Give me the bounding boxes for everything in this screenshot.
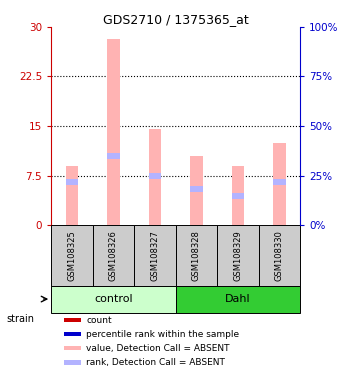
Text: count: count — [86, 316, 112, 325]
Text: GSM108325: GSM108325 — [68, 230, 76, 281]
Bar — [51, 225, 93, 286]
Bar — [232, 166, 244, 225]
Bar — [66, 166, 78, 225]
Bar — [149, 173, 161, 179]
Bar — [273, 142, 285, 225]
Bar — [63, 346, 81, 351]
Bar — [63, 360, 81, 364]
Bar — [190, 186, 203, 192]
Text: value, Detection Call = ABSENT: value, Detection Call = ABSENT — [86, 344, 229, 353]
Text: GSM108327: GSM108327 — [150, 230, 159, 281]
Text: GSM108326: GSM108326 — [109, 230, 118, 281]
Text: GSM108330: GSM108330 — [275, 230, 284, 281]
Bar — [134, 225, 176, 286]
Bar — [93, 225, 134, 286]
Text: percentile rank within the sample: percentile rank within the sample — [86, 330, 239, 339]
Text: strain: strain — [7, 314, 35, 324]
Bar — [107, 153, 120, 159]
Bar — [66, 179, 78, 185]
Text: Dahl: Dahl — [225, 294, 251, 304]
Bar — [217, 225, 258, 286]
Bar — [190, 156, 203, 225]
Bar — [63, 332, 81, 336]
Bar — [63, 318, 81, 323]
Text: control: control — [94, 294, 133, 304]
Bar — [273, 179, 285, 185]
Text: rank, Detection Call = ABSENT: rank, Detection Call = ABSENT — [86, 358, 225, 367]
Bar — [176, 286, 300, 313]
Title: GDS2710 / 1375365_at: GDS2710 / 1375365_at — [103, 13, 249, 26]
Text: GSM108329: GSM108329 — [233, 230, 242, 281]
Bar — [258, 225, 300, 286]
Bar — [107, 39, 120, 225]
Bar — [176, 225, 217, 286]
Text: GSM108328: GSM108328 — [192, 230, 201, 281]
Bar — [51, 286, 176, 313]
Bar — [149, 129, 161, 225]
Bar — [232, 193, 244, 199]
